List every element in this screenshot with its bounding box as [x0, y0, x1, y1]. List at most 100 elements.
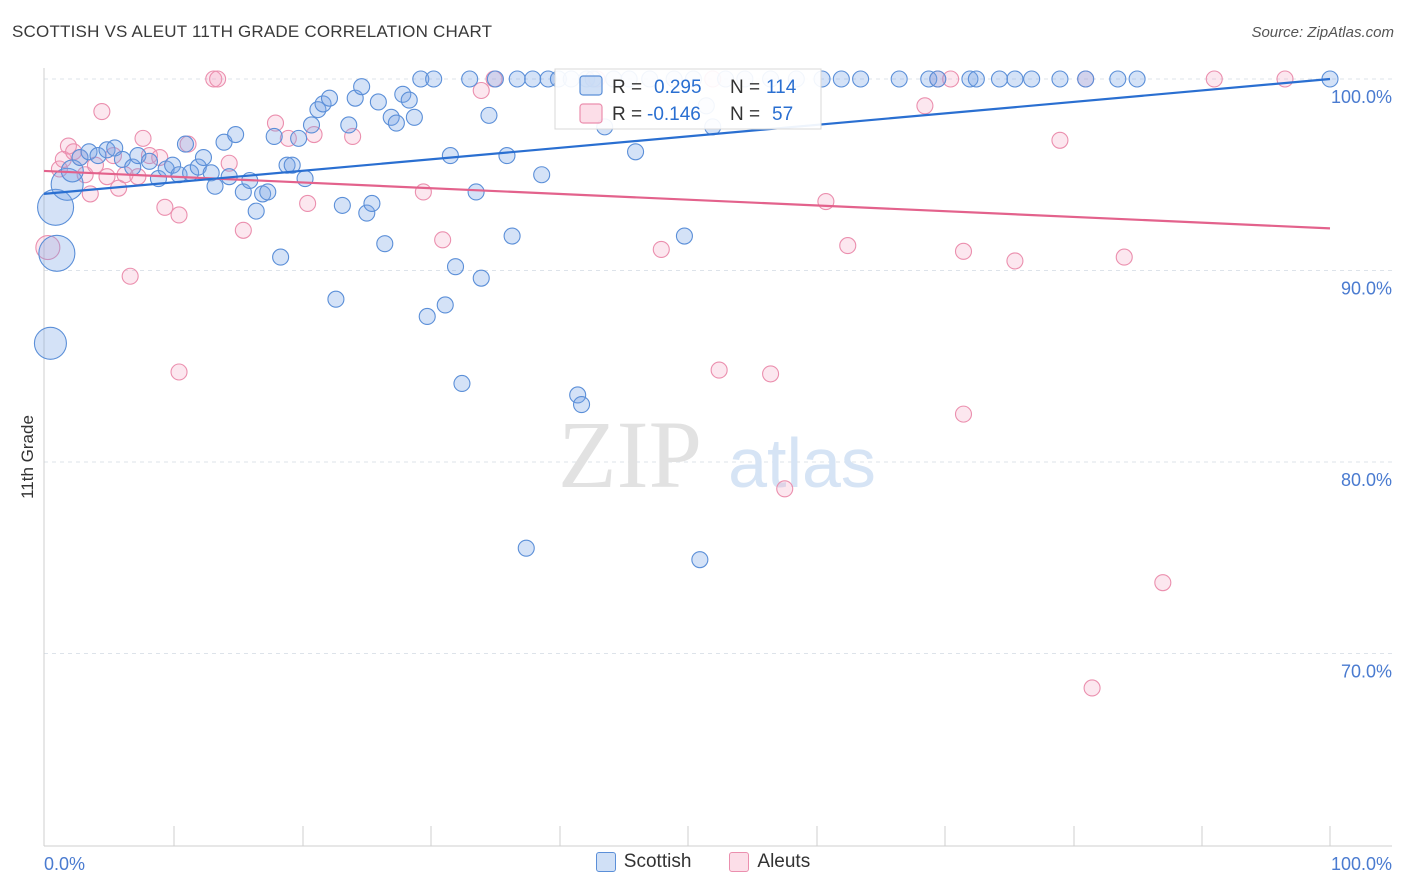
legend-label-aleut: Aleuts	[757, 851, 811, 872]
chart-title: SCOTTISH VS ALEUT 11TH GRADE CORRELATION…	[12, 22, 493, 41]
aleut-point-29	[299, 194, 317, 213]
aleut-point-50	[1051, 131, 1069, 149]
scottish-point-99	[890, 70, 908, 88]
legend-r-label-scottish: R =	[612, 77, 642, 98]
scottish-point-0	[37, 188, 75, 226]
legend-r-value-aleut: -0.146	[647, 104, 701, 125]
scottish-point-105	[1006, 70, 1024, 88]
aleut-point-28	[279, 129, 297, 147]
scottish-point-42	[327, 290, 345, 308]
scottish-point-23	[206, 177, 224, 195]
legend-swatch-scottish-bottom	[595, 852, 616, 872]
aleut-point-19	[156, 198, 174, 216]
scottish-point-52	[387, 114, 405, 132]
scottish-point-26	[227, 125, 245, 144]
aleut-point-44	[916, 97, 934, 115]
scottish-point-16	[164, 156, 182, 174]
scottish-point-37	[296, 170, 314, 188]
scottish-point-110	[1128, 70, 1146, 88]
legend-item-aleut[interactable]: Aleuts	[729, 851, 810, 873]
legend-n-label-aleut: N =	[730, 104, 760, 125]
aleut-point-54	[1154, 574, 1172, 592]
scottish-point-98	[852, 70, 870, 88]
aleut-point-17	[140, 147, 159, 165]
scottish-point-41	[320, 89, 339, 107]
scottish-point-5	[71, 148, 89, 167]
aleut-point-43	[839, 237, 857, 255]
aleut-point-55	[1205, 70, 1223, 88]
scottish-point-50	[376, 235, 394, 253]
aleut-point-52	[1083, 679, 1101, 697]
legend-label-scottish: Scottish	[623, 851, 692, 872]
source-credit: Source: ZipAtlas.com	[1251, 24, 1394, 41]
watermark: ZIP atlas	[558, 401, 876, 508]
scottish-point-35	[283, 156, 301, 174]
scottish-point-103	[967, 70, 985, 88]
scottish-point-47	[358, 204, 376, 222]
aleut-point-39	[710, 361, 728, 379]
aleut-point-16	[134, 129, 152, 147]
scottish-point-102	[961, 70, 979, 88]
scottish-point-97	[832, 70, 850, 88]
scottish-point-53	[394, 85, 412, 103]
scottish-point-67	[486, 70, 504, 88]
aleut-point-9	[93, 103, 111, 121]
scottish-point-29	[247, 202, 265, 220]
scottish-point-109	[1109, 70, 1127, 88]
scottish-point-68	[498, 147, 516, 165]
scottish-series	[33, 70, 1339, 569]
scottish-point-100	[920, 70, 938, 88]
scottish-point-66	[480, 106, 498, 124]
y-tick-label-0: 100.0%	[1331, 87, 1392, 107]
scottish-point-44	[340, 116, 358, 134]
scottish-point-48	[363, 194, 381, 213]
scottish-point-71	[517, 539, 535, 557]
scottish-point-54	[400, 91, 418, 109]
x-tick-min: 0.0%	[44, 854, 85, 874]
legend-item-scottish[interactable]: Scottish	[595, 851, 692, 873]
scottish-point-64	[467, 183, 485, 201]
aleut-point-14	[121, 267, 139, 285]
legend-swatch-aleut-bottom	[729, 852, 750, 872]
aleut-point-47	[954, 242, 973, 260]
scottish-point-32	[265, 127, 283, 145]
y-tick-label-3: 70.0%	[1341, 662, 1392, 682]
aleut-point-46	[942, 70, 960, 88]
aleut-point-21	[170, 363, 188, 381]
stats-legend: R = 0.295 N = 114 R = -0.146 N = 57	[554, 68, 822, 130]
scottish-point-101	[929, 70, 947, 88]
scottish-point-63	[461, 70, 479, 88]
watermark-zip: ZIP	[558, 401, 702, 508]
aleut-point-23	[205, 70, 223, 88]
aleut-point-0	[35, 234, 61, 261]
scottish-point-38	[302, 116, 321, 134]
scottish-point-87	[675, 227, 693, 245]
scottish-point-43	[333, 196, 351, 214]
scottish-point-56	[412, 70, 430, 88]
aleut-point-41	[776, 480, 794, 498]
aleut-trend-line	[43, 169, 1331, 230]
scottish-point-1	[38, 234, 76, 272]
scottish-point-106	[1023, 70, 1041, 88]
scottish-point-33	[272, 248, 290, 266]
scottish-point-59	[436, 296, 454, 314]
scottish-point-55	[405, 108, 423, 126]
scottish-point-70	[508, 70, 526, 88]
scottish-point-49	[369, 93, 387, 111]
legend-n-value-aleut: 57	[772, 104, 793, 125]
aleut-point-32	[414, 183, 432, 201]
scottish-point-31	[259, 183, 277, 201]
scottish-point-108	[1077, 70, 1095, 88]
aleut-point-48	[954, 405, 973, 423]
y-axis-title: 11th Grade	[18, 415, 37, 499]
y-tick-label-1: 90.0%	[1341, 279, 1392, 299]
scottish-point-84	[627, 143, 645, 161]
legend-r-label-aleut: R =	[612, 104, 642, 125]
aleut-point-53	[1115, 248, 1133, 266]
scottish-point-7	[89, 147, 107, 165]
watermark-atlas: atlas	[728, 424, 876, 502]
legend-swatch-scottish	[579, 75, 603, 96]
scottish-point-89	[691, 551, 709, 569]
scottish-point-104	[990, 70, 1009, 88]
